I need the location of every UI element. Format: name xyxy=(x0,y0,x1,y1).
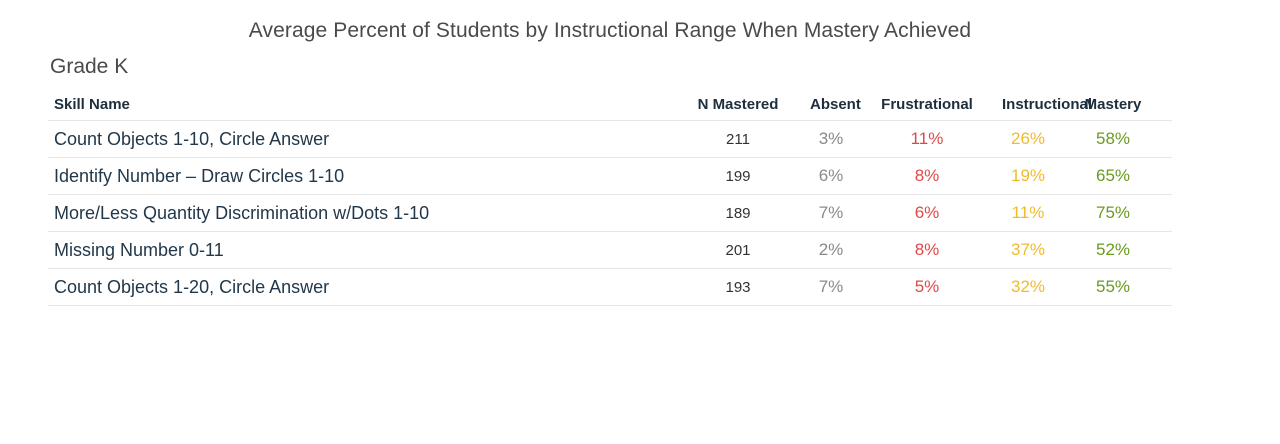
table-row: More/Less Quantity Discrimination w/Dots… xyxy=(48,194,1172,232)
cell-skill-name: Missing Number 0-11 xyxy=(48,231,666,269)
cell-mastery: 55% xyxy=(1054,268,1172,306)
table-row: Missing Number 0-11 201 2% 8% 37% 52% xyxy=(48,231,1172,269)
cell-frustrational: 8% xyxy=(852,231,1002,269)
table-body: Count Objects 1-10, Circle Answer 211 3% 11… xyxy=(48,120,1172,306)
header-mastery: Mastery xyxy=(1054,88,1172,121)
cell-mastery: 52% xyxy=(1054,231,1172,269)
cell-n-mastered: 201 xyxy=(666,231,810,269)
chart-title: Average Percent of Students by Instructi… xyxy=(248,19,972,42)
cell-absent: 2% xyxy=(810,231,852,269)
header-frustrational: Frustrational xyxy=(852,88,1002,121)
cell-n-mastered: 211 xyxy=(666,120,810,158)
cell-n-mastered: 193 xyxy=(666,268,810,306)
cell-skill-name: Identify Number – Draw Circles 1-10 xyxy=(48,157,666,195)
header-n-mastered: N Mastered xyxy=(666,88,810,121)
header-skill-name: Skill Name xyxy=(48,88,666,121)
cell-absent: 7% xyxy=(810,194,852,232)
header-instructional: Instructional xyxy=(1002,88,1092,121)
cell-instructional: 37% xyxy=(1002,231,1054,269)
cell-mastery: 65% xyxy=(1054,157,1172,195)
header-absent: Absent xyxy=(810,88,861,121)
cell-n-mastered: 189 xyxy=(666,194,810,232)
cell-instructional: 26% xyxy=(1002,120,1054,158)
cell-n-mastered: 199 xyxy=(666,157,810,195)
cell-instructional: 11% xyxy=(1002,194,1054,232)
table-header-row: Skill Name N Mastered Absent Frustration… xyxy=(48,88,1172,121)
cell-instructional: 32% xyxy=(1002,268,1054,306)
table-row: Count Objects 1-10, Circle Answer 211 3% 11… xyxy=(48,120,1172,158)
cell-mastery: 75% xyxy=(1054,194,1172,232)
cell-frustrational: 5% xyxy=(852,268,1002,306)
table-row: Count Objects 1-20, Circle Answer 193 7% 5%… xyxy=(48,268,1172,306)
cell-instructional: 19% xyxy=(1002,157,1054,195)
cell-absent: 7% xyxy=(810,268,852,306)
cell-absent: 3% xyxy=(810,120,852,158)
cell-absent: 6% xyxy=(810,157,852,195)
cell-frustrational: 8% xyxy=(852,157,1002,195)
grade-label: Grade K xyxy=(50,55,129,78)
cell-mastery: 58% xyxy=(1054,120,1172,158)
mastery-table: Skill Name N Mastered Absent Frustration… xyxy=(48,88,1172,306)
cell-skill-name: More/Less Quantity Discrimination w/Dots… xyxy=(48,194,666,232)
table-row: Identify Number – Draw Circles 1-10 199 6%… xyxy=(48,157,1172,195)
cell-skill-name: Count Objects 1-20, Circle Answer xyxy=(48,268,666,306)
cell-skill-name: Count Objects 1-10, Circle Answer xyxy=(48,120,666,158)
cell-frustrational: 11% xyxy=(852,120,1002,158)
cell-frustrational: 6% xyxy=(852,194,1002,232)
